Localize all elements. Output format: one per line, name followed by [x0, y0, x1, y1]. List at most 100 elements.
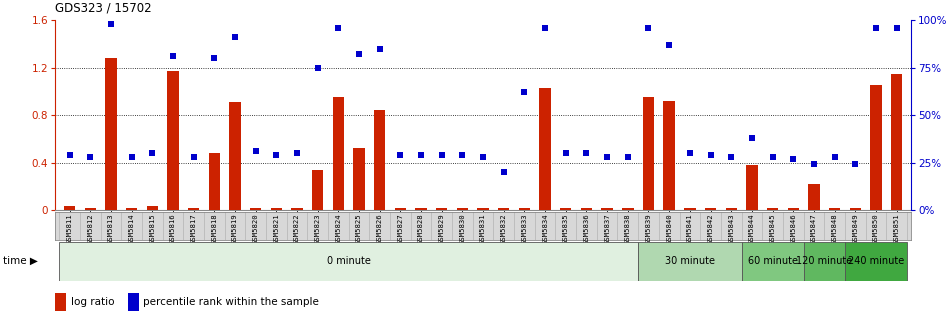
Bar [643, 97, 654, 210]
Bar [106, 58, 117, 210]
Bar [127, 293, 139, 311]
Point [889, 25, 904, 31]
Bar [64, 206, 75, 210]
Bar [416, 208, 427, 210]
Point [331, 25, 346, 31]
Point [620, 154, 635, 160]
Text: GSM5834: GSM5834 [542, 213, 548, 244]
Bar [767, 208, 778, 210]
Text: GSM5842: GSM5842 [708, 213, 713, 244]
Point [724, 154, 739, 160]
Point [104, 21, 119, 27]
Bar [188, 208, 200, 210]
Point [372, 46, 387, 51]
Point [248, 149, 263, 154]
Point [703, 152, 718, 158]
Point [435, 152, 450, 158]
Text: GSM5847: GSM5847 [811, 213, 817, 244]
Text: GSM5832: GSM5832 [501, 213, 507, 244]
Bar [271, 208, 282, 210]
Point [310, 65, 325, 70]
Bar [891, 74, 902, 210]
Text: GSM5837: GSM5837 [604, 213, 611, 244]
Bar [208, 153, 220, 210]
Bar [437, 208, 448, 210]
Text: GSM5815: GSM5815 [149, 213, 155, 244]
Text: percentile rank within the sample: percentile rank within the sample [144, 297, 320, 307]
Text: GSM5848: GSM5848 [831, 213, 838, 244]
Text: GSM5813: GSM5813 [108, 213, 114, 244]
Bar [787, 208, 799, 210]
Text: GSM5839: GSM5839 [646, 213, 651, 244]
Bar [539, 88, 551, 210]
Text: GSM5830: GSM5830 [459, 213, 465, 244]
Bar [581, 208, 592, 210]
Bar [870, 85, 882, 210]
Point [806, 162, 822, 167]
Bar [726, 208, 737, 210]
Text: GSM5844: GSM5844 [748, 213, 755, 244]
Point [827, 154, 843, 160]
Bar [85, 208, 96, 210]
Text: GSM5823: GSM5823 [315, 213, 320, 244]
Bar [167, 71, 179, 210]
Bar [59, 242, 638, 281]
Bar [849, 208, 861, 210]
Text: GSM5845: GSM5845 [769, 213, 776, 244]
Point [745, 135, 760, 140]
Point [786, 156, 801, 161]
Text: GSM5841: GSM5841 [687, 213, 693, 244]
Bar [250, 208, 262, 210]
Bar [477, 208, 489, 210]
Text: time ▶: time ▶ [3, 256, 38, 266]
Bar [126, 208, 137, 210]
Text: GSM5831: GSM5831 [480, 213, 486, 244]
Point [662, 42, 677, 47]
Point [847, 162, 863, 167]
Text: 240 minute: 240 minute [847, 256, 904, 266]
Bar [498, 208, 510, 210]
Bar [55, 293, 67, 311]
Text: GSM5836: GSM5836 [584, 213, 590, 244]
Text: GSM5819: GSM5819 [232, 213, 238, 244]
Bar [560, 208, 572, 210]
Text: GSM5826: GSM5826 [377, 213, 382, 244]
Text: GSM5817: GSM5817 [190, 213, 197, 244]
Text: GSM5851: GSM5851 [894, 213, 900, 244]
Text: 120 minute: 120 minute [796, 256, 852, 266]
Point [393, 152, 408, 158]
Text: GSM5814: GSM5814 [128, 213, 135, 244]
Point [516, 90, 532, 95]
Bar [705, 208, 716, 210]
Point [476, 154, 491, 160]
Text: 0 minute: 0 minute [327, 256, 371, 266]
Point [641, 25, 656, 31]
Point [165, 53, 181, 59]
Text: GSM5818: GSM5818 [211, 213, 218, 244]
Text: GSM5843: GSM5843 [728, 213, 734, 244]
Text: GSM5820: GSM5820 [253, 213, 259, 244]
Point [455, 152, 470, 158]
Point [558, 151, 573, 156]
Point [414, 152, 429, 158]
Text: GSM5838: GSM5838 [625, 213, 631, 244]
Point [227, 35, 243, 40]
Bar [747, 165, 758, 210]
Point [124, 154, 139, 160]
Bar [684, 208, 695, 210]
Text: GDS323 / 15702: GDS323 / 15702 [55, 1, 152, 14]
Text: GSM5846: GSM5846 [790, 213, 796, 244]
Bar [229, 102, 241, 210]
Bar [333, 97, 344, 210]
Text: GSM5825: GSM5825 [356, 213, 362, 244]
Point [83, 154, 98, 160]
Point [186, 154, 202, 160]
Bar [601, 208, 612, 210]
Point [62, 152, 77, 158]
Point [537, 25, 553, 31]
Text: GSM5822: GSM5822 [294, 213, 301, 244]
Bar [312, 170, 323, 210]
Bar [395, 208, 406, 210]
Text: GSM5816: GSM5816 [170, 213, 176, 244]
Bar [146, 206, 158, 210]
